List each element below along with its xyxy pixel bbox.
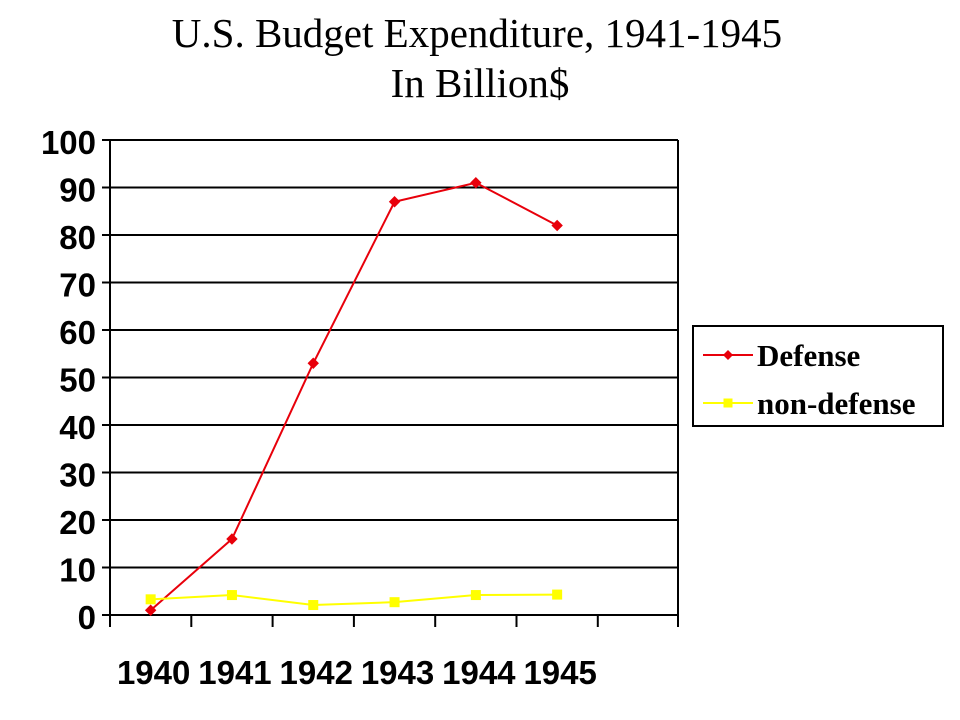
y-tick-label: 30: [59, 457, 96, 494]
data-point-non-defense: [552, 589, 563, 600]
y-tick-label: 0: [78, 599, 96, 636]
y-tick-label: 10: [59, 552, 96, 589]
x-tick-label: 1940: [117, 654, 190, 691]
y-tick-label: 70: [59, 267, 96, 304]
data-point-defense: [388, 196, 401, 208]
data-point-defense: [307, 357, 319, 369]
data-point-non-defense: [226, 590, 237, 601]
y-tick-label: 100: [41, 124, 96, 161]
data-point-non-defense: [308, 600, 319, 611]
legend-label-non-defense: non-defense: [757, 386, 915, 421]
legend-label-defense: Defense: [757, 338, 860, 373]
y-tick-label: 40: [59, 409, 96, 446]
chart-subtitle: In Billion$: [390, 60, 570, 106]
y-tick-label: 60: [59, 314, 96, 351]
chart-title-block: U.S. Budget Expenditure, 1941-1945 In Bi…: [0, 8, 960, 108]
legend-marker-defense: [723, 350, 733, 360]
data-point-non-defense: [145, 594, 156, 605]
y-tick-label: 90: [59, 172, 96, 209]
data-point-non-defense: [389, 597, 400, 608]
series-line-defense: [149, 181, 558, 612]
series-line-non-defense: [150, 593, 558, 607]
x-tick-label: 1944: [442, 654, 516, 691]
x-tick-label: 1943: [361, 654, 434, 691]
x-tick-label: 1942: [280, 654, 353, 691]
x-tick-label: 1945: [523, 654, 596, 691]
data-point-defense: [226, 533, 238, 545]
y-tick-label: 50: [59, 362, 96, 399]
data-point-non-defense: [470, 590, 481, 601]
data-point-defense: [470, 177, 482, 189]
y-tick-label: 20: [59, 504, 96, 541]
x-tick-label: 1941: [198, 654, 271, 691]
y-tick-label: 80: [59, 219, 96, 256]
chart-title: U.S. Budget Expenditure, 1941-1945: [171, 10, 783, 56]
legend-marker-non-defense: [723, 398, 733, 408]
data-point-defense: [144, 604, 157, 616]
legend-box: [692, 325, 944, 427]
data-point-defense: [551, 219, 563, 232]
